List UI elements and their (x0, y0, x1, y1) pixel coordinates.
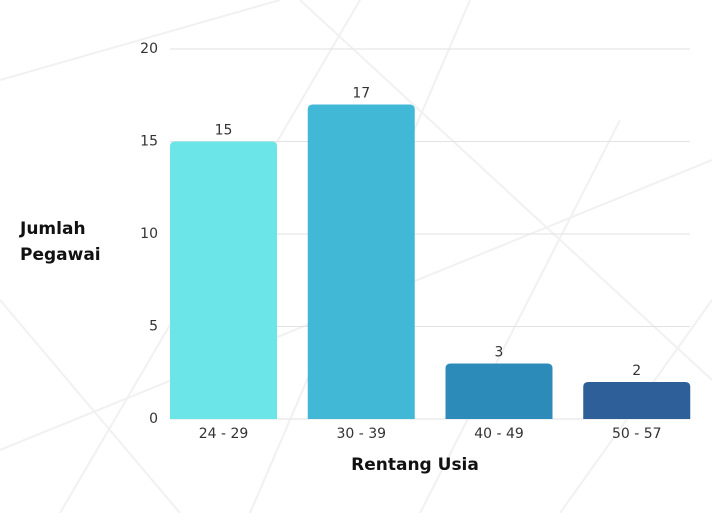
x-tick-label: 24 - 29 (199, 426, 249, 442)
data-label: 3 (495, 345, 504, 361)
y-tick-label: 0 (149, 411, 158, 427)
x-tick-label: 50 - 57 (612, 426, 662, 442)
data-label: 17 (352, 86, 370, 102)
x-tick-label: 30 - 39 (336, 426, 386, 442)
data-label: 2 (632, 363, 641, 379)
y-tick-label: 10 (140, 226, 158, 242)
y-axis-label: Jumlah Pegawai (20, 219, 101, 265)
x-axis-label: Rentang Usia (351, 455, 479, 475)
y-tick-label: 20 (140, 41, 158, 57)
data-label: 15 (215, 123, 233, 139)
bar (445, 363, 553, 419)
x-tick-label: 40 - 49 (474, 426, 524, 442)
bar (583, 382, 691, 419)
bar (170, 141, 277, 419)
y-tick-label: 15 (140, 134, 158, 150)
bar (307, 104, 415, 419)
y-tick-label: 5 (149, 319, 158, 335)
